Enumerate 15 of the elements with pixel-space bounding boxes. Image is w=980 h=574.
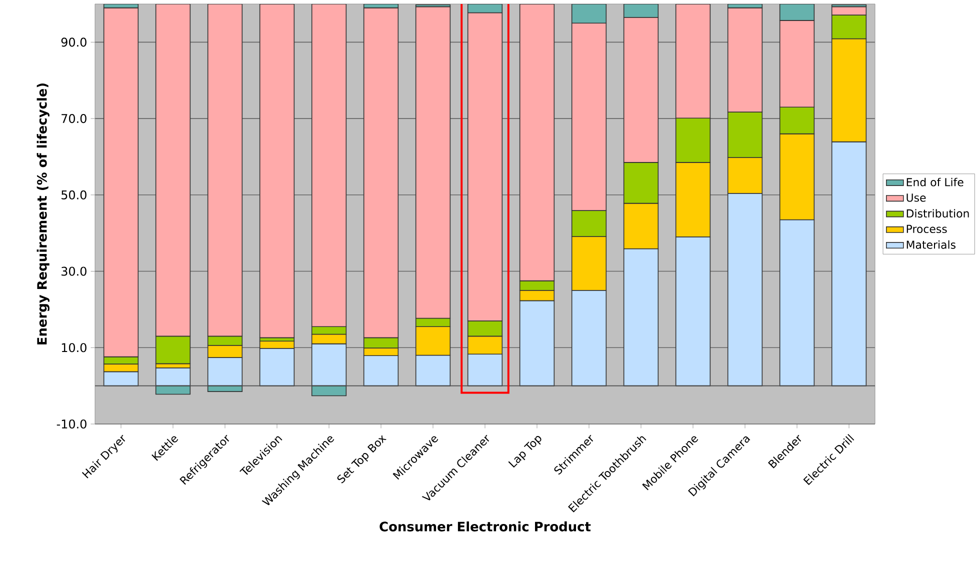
legend-label: End of Life bbox=[906, 178, 964, 186]
y-tick-label: 70.0 bbox=[62, 114, 86, 124]
y-tick-label: 30.0 bbox=[62, 266, 86, 276]
y-tick-label: 50.0 bbox=[62, 190, 86, 200]
y-tick-label: 10.0 bbox=[62, 343, 86, 352]
y-tick-label: 90.0 bbox=[61, 38, 86, 47]
x-tick-label: Set Top Box bbox=[337, 435, 387, 484]
x-axis-title: Consumer Electronic Product bbox=[380, 521, 591, 532]
y-tick-label: -10.0 bbox=[56, 419, 86, 429]
y-axis-title: Energy Requirement (% of lifecycle) bbox=[36, 84, 50, 344]
x-tick-label: Lap Top bbox=[508, 436, 542, 468]
legend-label: Use bbox=[906, 194, 926, 202]
legend-label: Distribution bbox=[906, 209, 969, 218]
legend-label: Process bbox=[906, 224, 947, 234]
legend-label: Materials bbox=[906, 240, 956, 249]
